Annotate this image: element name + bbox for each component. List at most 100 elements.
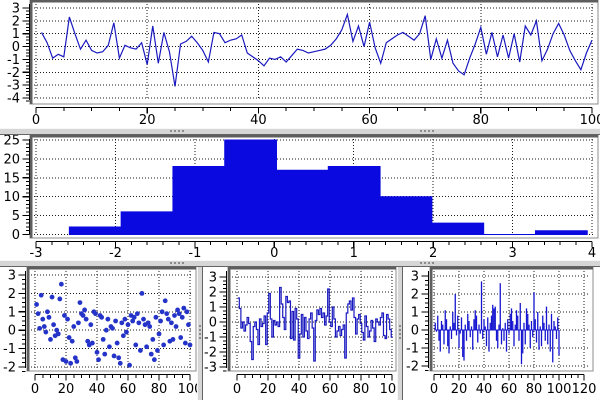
- splitter-grip-icon: [170, 130, 186, 132]
- plot-frame: [227, 267, 397, 372]
- y-tick-label: 3: [8, 269, 16, 284]
- x-axis-ruler: -3 -2 -1 0 1 2 3 4: [30, 240, 596, 260]
- y-tick-label: 0: [8, 324, 16, 339]
- plot-area: [232, 271, 394, 368]
- x-tick-label: 20: [139, 113, 156, 128]
- scatter-svg: 3 2 1 0 -1 -2 0 20 40 60 80 100: [3, 267, 197, 397]
- y-axis-ruler: 3 2 1 0 -1 -2: [406, 270, 430, 375]
- x-tick-label: 40: [250, 113, 267, 128]
- y-axis-ruler: 25 20 15 10 5 0: [3, 135, 31, 243]
- y-tick-label: -1: [3, 342, 16, 357]
- y-tick-label: 0: [12, 40, 20, 55]
- y-tick-label: -2: [204, 346, 217, 361]
- data-series: [34, 281, 193, 368]
- y-tick-label: -4: [7, 91, 20, 106]
- y-tick-label: 2: [12, 14, 20, 29]
- y-tick-label: 2: [411, 288, 419, 303]
- x-tick-label: 1: [350, 246, 358, 260]
- splitter-grip-icon: [420, 262, 436, 264]
- y-tick-label: 1: [411, 306, 419, 321]
- y-tick-label: 3: [411, 270, 419, 285]
- splitter-vertical-right[interactable]: [397, 267, 403, 400]
- y-tick-label: 10: [3, 190, 20, 205]
- y-tick-label: -3: [204, 361, 217, 376]
- gridlines: [34, 4, 594, 100]
- y-tick-label: -3: [7, 79, 20, 94]
- splitter-grip-icon: [399, 325, 401, 341]
- x-tick-label: 100: [547, 382, 572, 397]
- step-series: [237, 286, 393, 362]
- x-tick-label: 0: [31, 382, 39, 397]
- x-tick-label: 100: [380, 382, 397, 397]
- data-series: [41, 12, 593, 87]
- x-tick-label: 100: [580, 113, 600, 128]
- x-tick-label: 0: [233, 382, 241, 397]
- y-tick-label: 3: [209, 271, 217, 286]
- y-tick-label: 2: [209, 286, 217, 301]
- splitter-grip-icon: [170, 262, 186, 264]
- x-tick-label: 2: [429, 246, 437, 260]
- histogram-svg: 25 20 15 10 5 0 -3 -2 -1 0 1 2 3 4: [3, 135, 599, 260]
- y-tick-label: -2: [3, 361, 16, 376]
- x-tick-label: 20: [451, 382, 468, 397]
- y-tick-label: -1: [406, 342, 419, 357]
- x-tick-label: 40: [89, 382, 106, 397]
- y-tick-label: 0: [12, 228, 20, 243]
- y-axis-ruler: 3 2 1 0 -1 -2: [3, 269, 27, 376]
- x-tick-label: 60: [322, 382, 339, 397]
- histogram-panel: 25 20 15 10 5 0 -3 -2 -1 0 1 2 3 4: [0, 135, 600, 260]
- y-tick-label: 1: [209, 301, 217, 316]
- x-tick-label: 40: [291, 382, 308, 397]
- x-tick-label: 0: [32, 113, 40, 128]
- splitter-horizontal-top[interactable]: [0, 128, 600, 135]
- y-tick-label: -2: [7, 66, 20, 81]
- x-tick-label: 60: [361, 113, 378, 128]
- x-tick-label: 3: [508, 246, 516, 260]
- y-tick-label: 0: [209, 316, 217, 331]
- splitter-grip-icon: [199, 325, 201, 341]
- x-tick-label: 40: [476, 382, 493, 397]
- y-tick-label: -1: [204, 331, 217, 346]
- x-tick-label: 100: [178, 382, 197, 397]
- x-tick-label: 4: [588, 246, 596, 260]
- x-tick-label: 0: [270, 246, 278, 260]
- impulses-svg: 3 2 1 0 -1 -2 0 20 40 60 80 100 120: [406, 267, 597, 397]
- x-tick-label: 120: [572, 382, 597, 397]
- x-tick-label: 80: [353, 382, 370, 397]
- splitter-horizontal-bottom[interactable]: [0, 260, 600, 267]
- y-tick-label: 3: [12, 2, 20, 17]
- impulse-panel: 3 2 1 0 -1 -2 0 20 40 60 80 100 120: [403, 267, 600, 400]
- x-tick-label: 60: [120, 382, 137, 397]
- y-tick-label: 15: [3, 171, 20, 186]
- splitter-vertical-left[interactable]: [197, 267, 203, 400]
- data-series: [68, 139, 588, 235]
- histogram-bars: [68, 139, 588, 235]
- x-tick-label: 20: [260, 382, 277, 397]
- y-tick-label: 20: [3, 152, 20, 167]
- data-series: [237, 286, 393, 362]
- y-tick-label: 5: [12, 209, 20, 224]
- x-tick-label: 80: [151, 382, 168, 397]
- y-tick-label: -2: [406, 360, 419, 375]
- y-tick-label: 1: [12, 27, 20, 42]
- x-axis-ruler: 0 20 40 60 80 100: [32, 106, 600, 128]
- x-tick-label: 20: [58, 382, 75, 397]
- plot-frame: [429, 267, 594, 372]
- y-tick-label: 0: [411, 324, 419, 339]
- y-tick-label: 2: [8, 287, 16, 302]
- plot-frame: [26, 267, 197, 372]
- y-tick-label: 25: [3, 135, 20, 149]
- x-tick-label: 60: [501, 382, 518, 397]
- data-series: [434, 281, 560, 365]
- x-tick-label: -1: [188, 246, 201, 260]
- y-tick-label: 1: [8, 305, 16, 320]
- x-tick-label: -2: [109, 246, 122, 260]
- splitter-grip-icon: [420, 130, 436, 132]
